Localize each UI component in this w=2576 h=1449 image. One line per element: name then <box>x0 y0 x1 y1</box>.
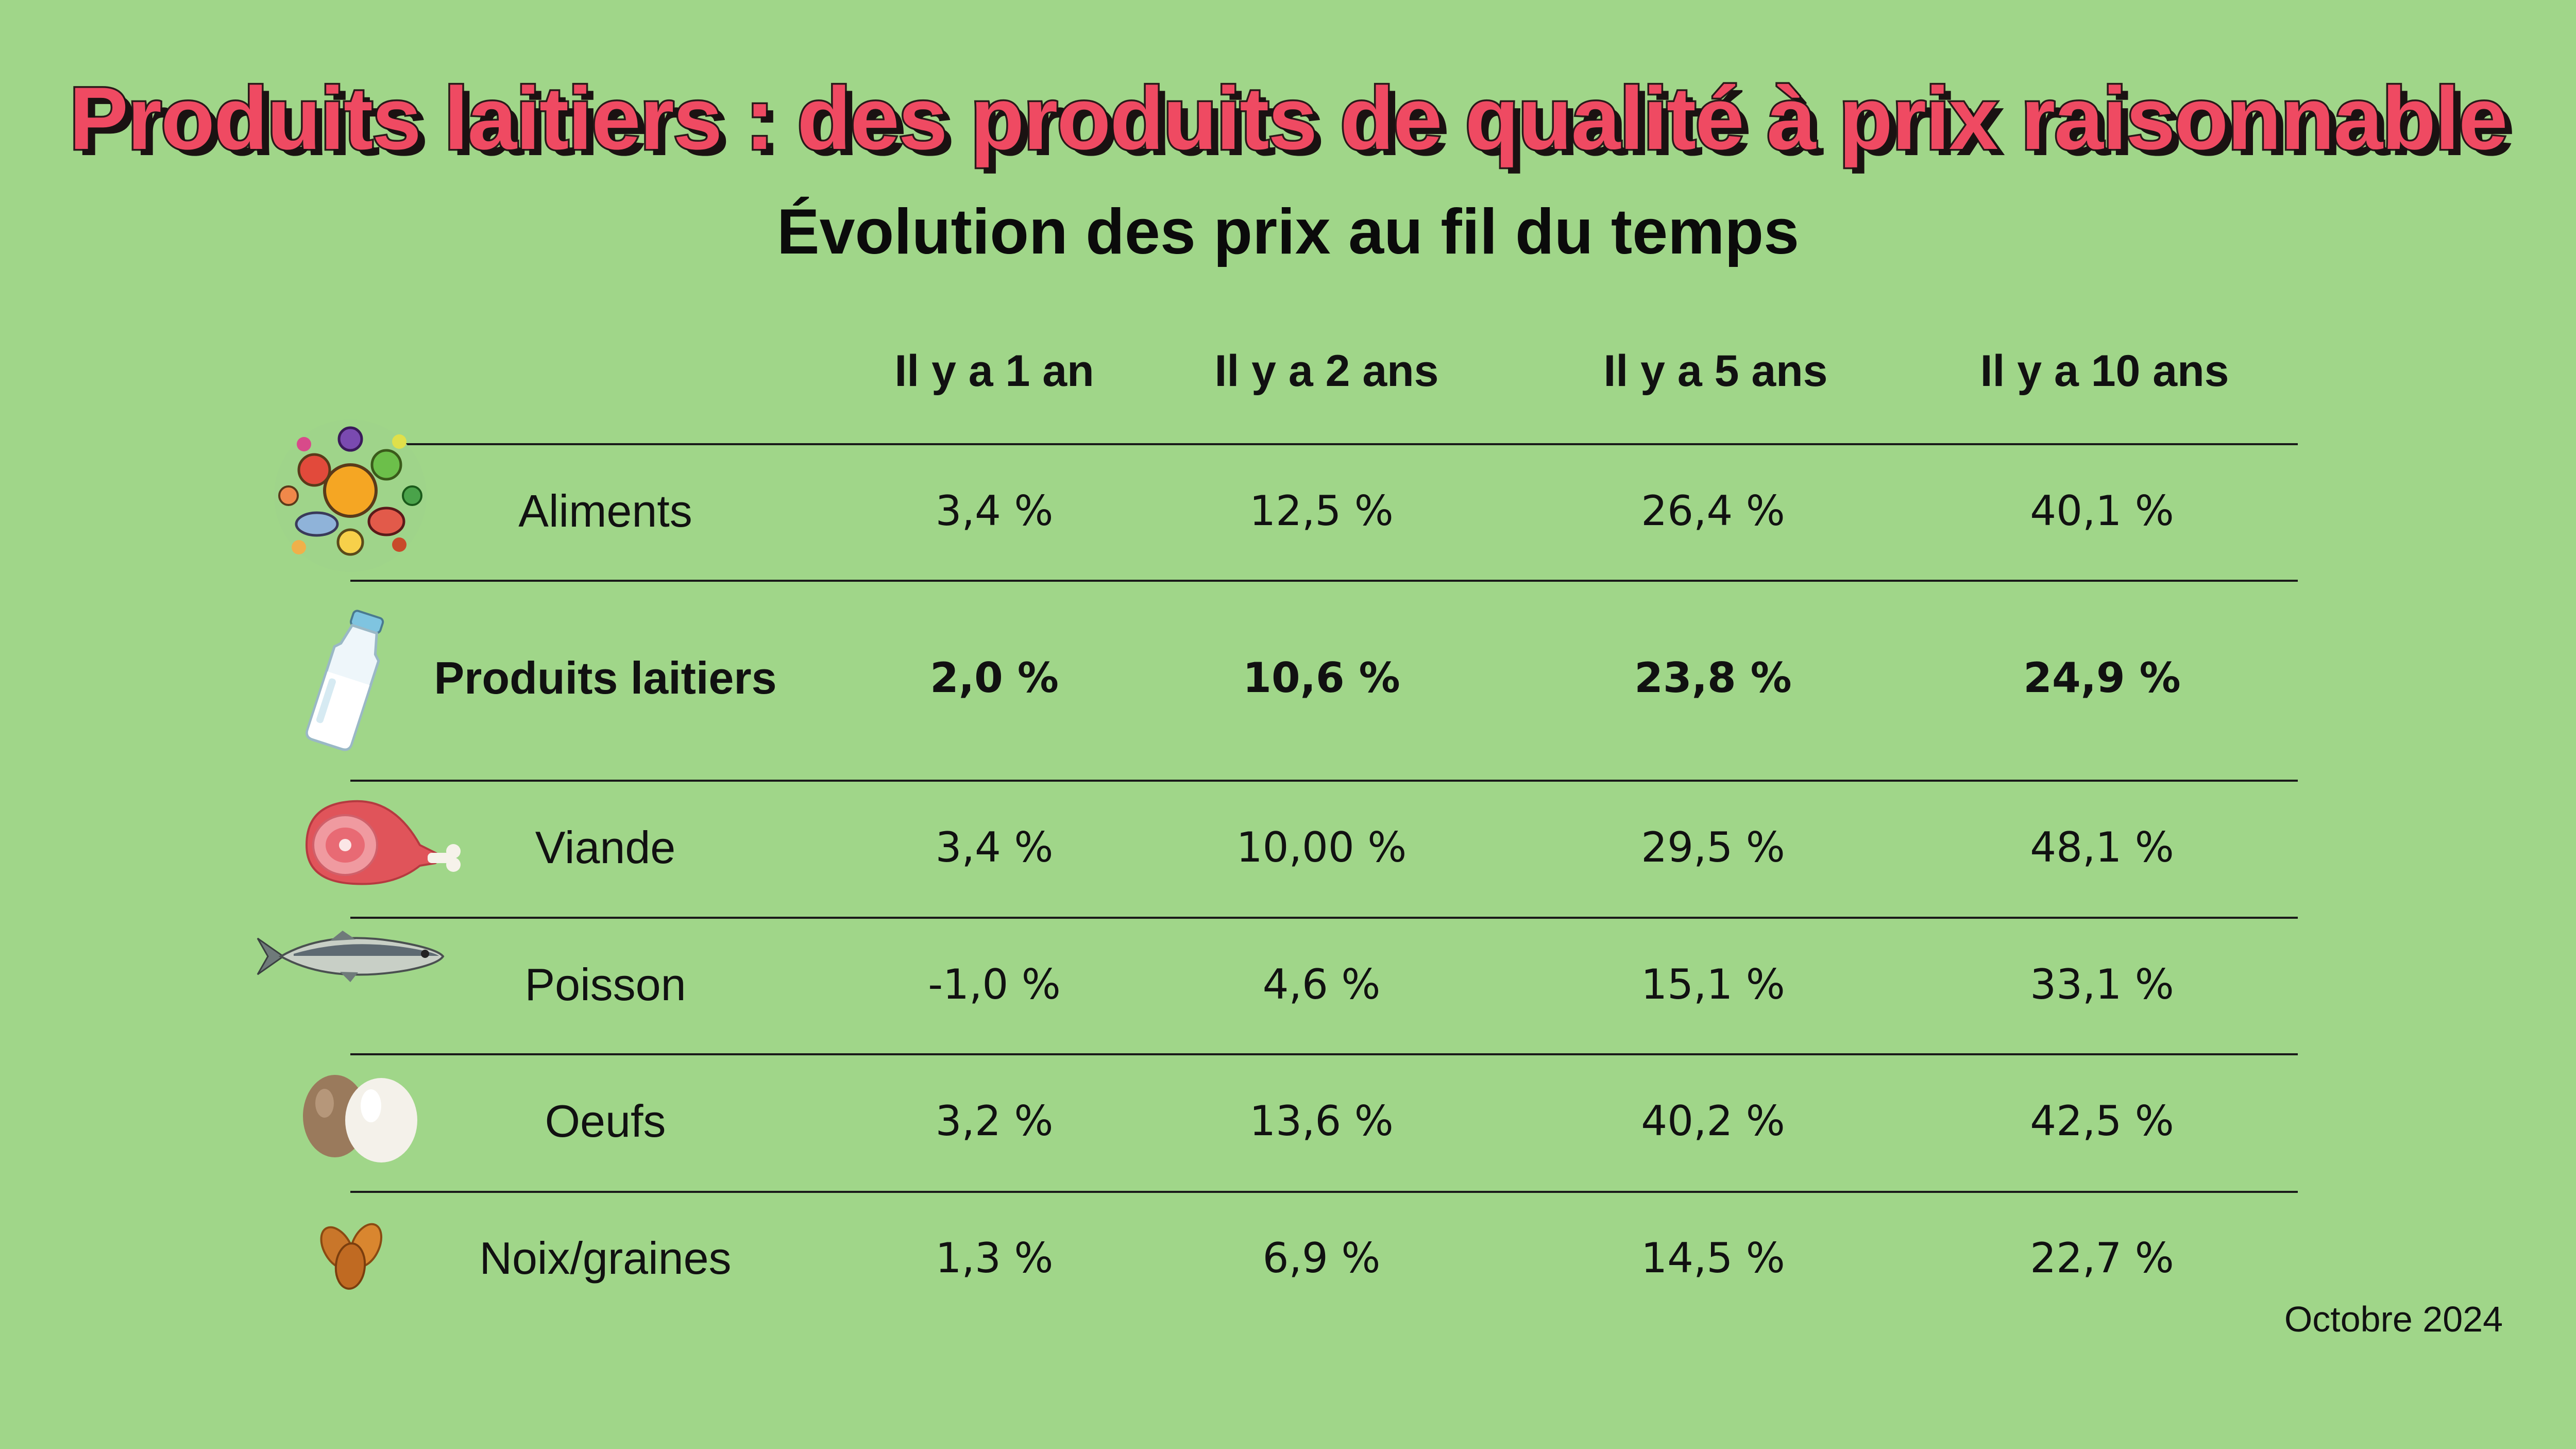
cell-value: 4,6 % <box>1262 961 1381 1008</box>
column-header-2-years: Il y a 2 ans <box>1214 346 1439 396</box>
column-header-5-years: Il y a 5 ans <box>1603 346 1828 396</box>
cell-value: 42,5 % <box>2030 1097 2174 1145</box>
eggs-icon <box>303 1075 417 1162</box>
milk-bottle-icon <box>306 610 384 751</box>
cell-value: 40,1 % <box>2030 487 2174 535</box>
cell-value: 3,4 % <box>935 487 1054 535</box>
table-rule <box>350 1191 2298 1193</box>
row-label: Noix/graines <box>479 1233 732 1284</box>
cell-value: 23,8 % <box>1634 654 1792 702</box>
row-label: Aliments <box>518 485 692 536</box>
cell-value: 10,00 % <box>1236 823 1407 871</box>
cell-value: 2,0 % <box>930 654 1059 702</box>
cell-value: 6,9 % <box>1262 1234 1381 1282</box>
cell-value: 48,1 % <box>2030 823 2174 871</box>
cell-value: 26,4 % <box>1641 487 1785 535</box>
date-footer: Octobre 2024 <box>2284 1299 2503 1339</box>
column-header-1-year: Il y a 1 an <box>894 346 1094 396</box>
cell-value: 22,7 % <box>2030 1234 2174 1282</box>
cell-value: 14,5 % <box>1641 1234 1785 1282</box>
cell-value: 1,3 % <box>935 1234 1054 1282</box>
cell-value: 12,5 % <box>1249 487 1394 535</box>
column-header-10-years: Il y a 10 ans <box>1980 346 2229 396</box>
cell-value: 33,1 % <box>2030 961 2174 1008</box>
cell-value: 29,5 % <box>1641 823 1785 871</box>
table-rule <box>350 1053 2298 1055</box>
cell-value: 10,6 % <box>1243 654 1400 702</box>
table-rule <box>350 443 2298 445</box>
row-label: Poisson <box>524 959 686 1010</box>
cell-value: 24,9 % <box>2023 654 2181 702</box>
row-label: Produits laitiers <box>434 652 777 703</box>
cell-value: 13,6 % <box>1249 1097 1394 1145</box>
cell-value: 15,1 % <box>1641 961 1785 1008</box>
chart-subtitle: Évolution des prix au fil du temps <box>776 196 1800 267</box>
cell-value: 40,2 % <box>1641 1097 1785 1145</box>
row-label: Viande <box>535 822 676 873</box>
table-rule <box>350 580 2298 582</box>
cell-value: -1,0 % <box>928 961 1061 1008</box>
row-label: Oeufs <box>545 1096 666 1147</box>
table-rule <box>350 780 2298 782</box>
almonds-icon <box>320 1223 383 1290</box>
food-collage-icon <box>274 419 427 572</box>
ham-icon <box>305 800 461 885</box>
table-rule <box>350 917 2298 919</box>
fish-icon <box>257 931 445 982</box>
cell-value: 3,4 % <box>935 823 1054 871</box>
chart-title: Produits laitiers : des produits de qual… <box>67 68 2510 170</box>
cell-value: 3,2 % <box>935 1097 1054 1145</box>
